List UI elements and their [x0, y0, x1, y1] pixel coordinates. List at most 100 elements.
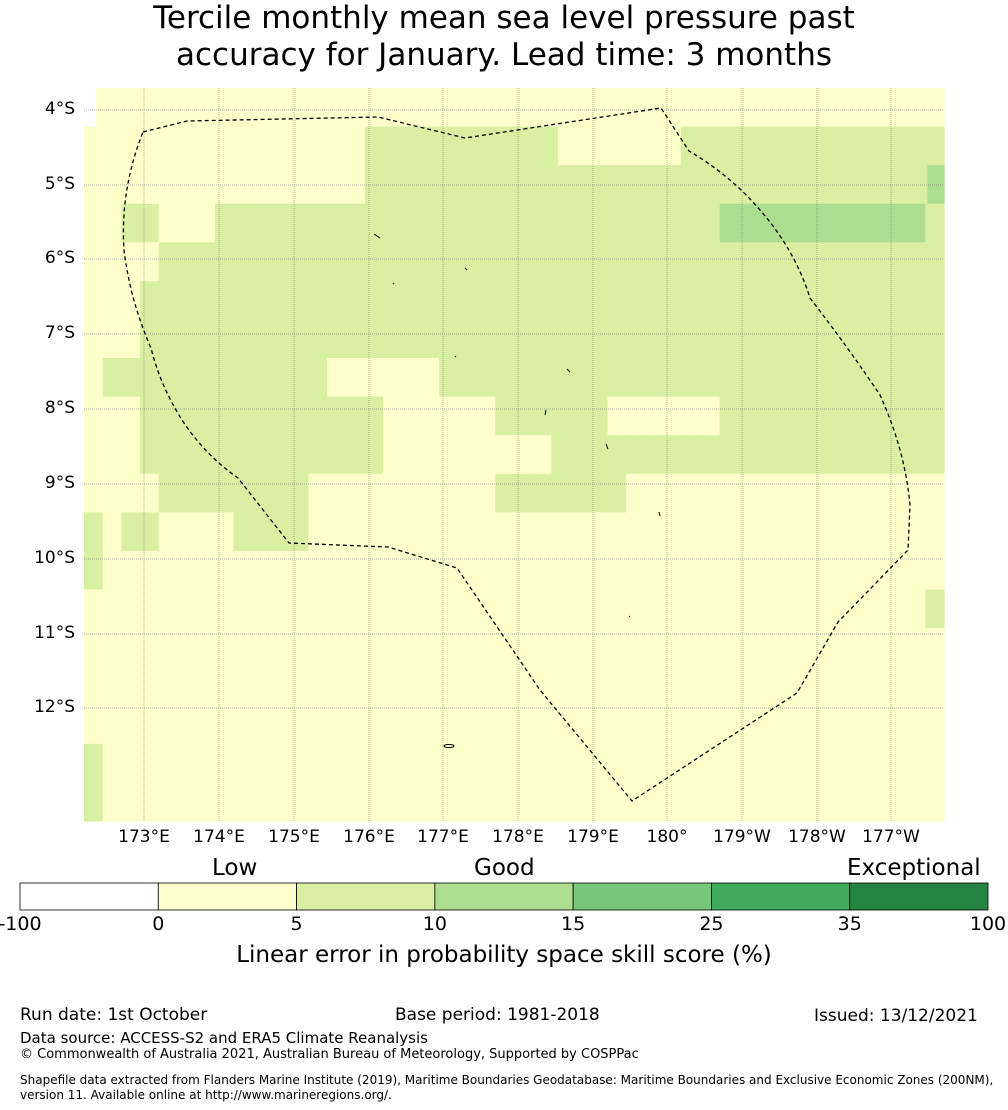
skill-cell	[813, 743, 833, 784]
skill-cell	[607, 358, 627, 398]
skill-cell	[663, 203, 683, 243]
skill-cell	[607, 512, 627, 552]
skill-cell	[121, 358, 141, 398]
skill-cell	[663, 319, 683, 359]
skill-cell	[906, 203, 926, 243]
skill-cell	[420, 512, 440, 552]
skill-cell	[84, 203, 104, 243]
skill-cell	[401, 782, 422, 822]
skill-cell	[570, 242, 590, 282]
skill-cell	[570, 550, 590, 591]
skill-cell	[289, 280, 309, 321]
skill-cell	[626, 743, 646, 784]
skill-cell	[345, 203, 366, 243]
colorbar-tick-label: 100	[969, 913, 1007, 935]
island	[628, 615, 631, 618]
island	[464, 267, 468, 271]
skill-cell	[831, 473, 852, 513]
skill-cell	[920, 88, 933, 128]
skill-cell	[252, 628, 272, 668]
skill-cell	[308, 589, 328, 629]
run-date: Run date: 1st October	[20, 1005, 208, 1025]
skill-cell	[869, 435, 889, 475]
skill-cell	[794, 280, 814, 321]
skill-cell	[887, 280, 908, 321]
skill-cell	[140, 319, 160, 359]
skill-cell	[420, 782, 440, 822]
skill-cell	[757, 280, 777, 321]
skill-cell	[383, 782, 403, 822]
skill-cell	[101, 126, 120, 166]
skill-cell	[700, 782, 721, 822]
skill-cell	[383, 242, 403, 282]
skill-cell	[682, 203, 702, 243]
skill-cell	[557, 126, 577, 166]
skill-cell	[158, 319, 179, 359]
skill-cell	[140, 705, 160, 745]
skill-cell	[831, 203, 852, 243]
skill-cell	[700, 435, 721, 475]
skill-cell	[588, 396, 609, 436]
skill-cell	[551, 628, 571, 668]
skill-cell	[476, 396, 496, 436]
skill-cell	[682, 743, 702, 784]
skill-cell	[331, 88, 344, 128]
skill-cell	[121, 666, 141, 706]
skill-cell	[457, 203, 478, 243]
skill-cell	[102, 473, 122, 513]
skill-cell	[117, 165, 135, 205]
latitude-label: 4°S	[44, 99, 75, 119]
skill-cell	[850, 203, 870, 243]
skill-cell	[233, 743, 253, 784]
skill-cell	[719, 319, 739, 359]
skill-cell	[644, 666, 665, 706]
skill-cell	[84, 280, 104, 321]
skill-cell	[887, 589, 908, 629]
skill-cell	[757, 666, 777, 706]
skill-cell	[121, 628, 141, 668]
skill-cell	[265, 165, 284, 205]
skill-cell	[121, 743, 141, 784]
skill-cell	[626, 396, 646, 436]
skill-cell	[831, 782, 852, 822]
skill-cell	[869, 743, 889, 784]
skill-cell	[700, 550, 721, 591]
skill-cell	[607, 550, 627, 591]
skill-cell	[514, 589, 534, 629]
skill-cell	[775, 319, 796, 359]
skill-cell	[613, 165, 631, 205]
skill-cell	[439, 550, 459, 591]
skill-cell	[345, 666, 366, 706]
skill-cell	[607, 628, 627, 668]
skill-cell	[831, 666, 852, 706]
skill-cell	[439, 589, 459, 629]
skill-cell	[196, 743, 216, 784]
skill-cell	[457, 435, 478, 475]
skill-cell	[252, 589, 272, 629]
skill-cell	[588, 473, 609, 513]
latitude-label: 8°S	[44, 398, 75, 418]
skill-cell	[514, 782, 534, 822]
skill-cell	[588, 203, 609, 243]
skill-cell	[439, 743, 459, 784]
skill-cell	[476, 512, 496, 552]
skill-cell	[925, 396, 945, 436]
skill-cell	[682, 358, 702, 398]
skill-cell	[813, 396, 833, 436]
colorbar-tick-label: -100	[0, 913, 42, 935]
skill-cell	[644, 628, 665, 668]
skill-cell	[826, 88, 839, 128]
skill-cell	[887, 705, 908, 745]
skill-cell	[345, 396, 366, 436]
skill-cell	[345, 512, 366, 552]
skill-cell	[626, 589, 646, 629]
skill-cell	[802, 88, 816, 128]
colorbar-tick-label: 25	[699, 913, 724, 935]
skill-cell	[457, 550, 478, 591]
skill-cell	[757, 203, 777, 243]
skill-cell	[178, 88, 191, 128]
skill-cell	[738, 743, 758, 784]
skill-cell	[649, 88, 662, 128]
skill-cell	[213, 88, 226, 128]
skill-cell	[102, 396, 122, 436]
